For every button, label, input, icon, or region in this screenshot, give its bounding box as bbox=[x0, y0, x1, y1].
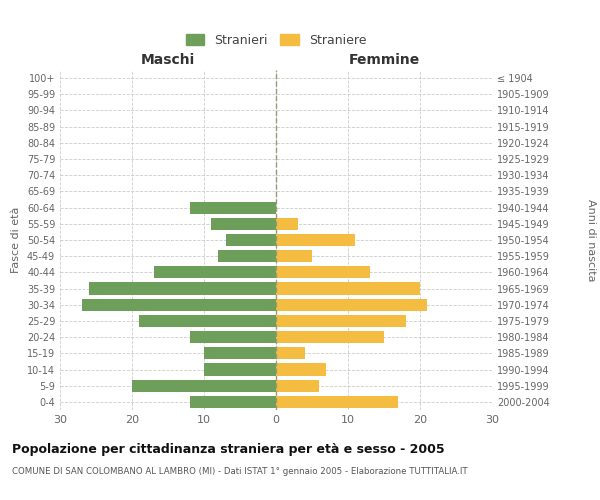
Text: COMUNE DI SAN COLOMBANO AL LAMBRO (MI) - Dati ISTAT 1° gennaio 2005 - Elaborazio: COMUNE DI SAN COLOMBANO AL LAMBRO (MI) -… bbox=[12, 468, 467, 476]
Bar bbox=[226, 234, 276, 246]
Bar bbox=[190, 202, 276, 213]
Bar bbox=[190, 331, 276, 343]
Bar bbox=[276, 250, 312, 262]
Bar bbox=[276, 266, 370, 278]
Bar bbox=[218, 250, 276, 262]
Bar bbox=[276, 218, 298, 230]
Text: Femmine: Femmine bbox=[349, 53, 419, 67]
Bar bbox=[139, 315, 276, 327]
Bar bbox=[276, 380, 319, 392]
Text: Popolazione per cittadinanza straniera per età e sesso - 2005: Popolazione per cittadinanza straniera p… bbox=[12, 442, 445, 456]
Legend: Stranieri, Straniere: Stranieri, Straniere bbox=[181, 28, 371, 52]
Bar bbox=[154, 266, 276, 278]
Bar bbox=[276, 282, 420, 294]
Bar bbox=[276, 298, 427, 311]
Bar bbox=[82, 298, 276, 311]
Bar bbox=[204, 348, 276, 360]
Bar bbox=[190, 396, 276, 408]
Bar bbox=[89, 282, 276, 294]
Bar bbox=[276, 348, 305, 360]
Y-axis label: Fasce di età: Fasce di età bbox=[11, 207, 21, 273]
Bar bbox=[276, 331, 384, 343]
Text: Anni di nascita: Anni di nascita bbox=[586, 198, 596, 281]
Bar bbox=[276, 234, 355, 246]
Bar bbox=[276, 315, 406, 327]
Bar bbox=[132, 380, 276, 392]
Bar bbox=[211, 218, 276, 230]
Bar bbox=[204, 364, 276, 376]
Text: Maschi: Maschi bbox=[141, 53, 195, 67]
Bar bbox=[276, 396, 398, 408]
Bar bbox=[276, 364, 326, 376]
